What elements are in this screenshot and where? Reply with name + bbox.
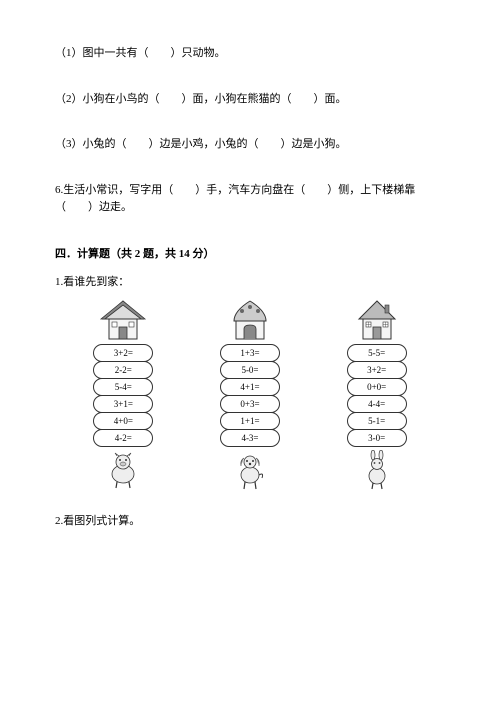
math-bubble: 3+2= [347, 361, 407, 379]
math-bubble: 2-2= [93, 361, 153, 379]
math-bubble: 4+0= [93, 412, 153, 430]
math-bubble: 0+0= [347, 378, 407, 396]
math-bubble: 1+1= [220, 412, 280, 430]
math-bubble: 3+2= [93, 344, 153, 362]
house-icon-3 [351, 299, 403, 341]
math-bubble: 4-3= [220, 429, 280, 447]
problems-row: 3+2= 2-2= 5-4= 3+1= 4+0= 4-2= [55, 299, 445, 490]
math-bubble: 4-4= [347, 395, 407, 413]
math-bubble: 1+3= [220, 344, 280, 362]
problem-col-3: 5-5= 3+2= 0+0= 4-4= 5-1= 3-0= [329, 299, 424, 490]
house-icon-1 [97, 299, 149, 341]
question-1-3: （3）小兔的（ ）边是小鸡，小兔的（ ）边是小狗。 [55, 136, 445, 154]
subquestion-2: 2.看图列式计算。 [55, 512, 445, 528]
question-1-2: （2）小狗在小鸟的（ ）面，小狗在熊猫的（ ）面。 [55, 91, 445, 109]
section-4-header: 四．计算题（共 2 题，共 14 分） [55, 245, 445, 261]
math-bubble: 4-2= [93, 429, 153, 447]
math-bubble: 5-0= [220, 361, 280, 379]
math-bubble: 5-4= [93, 378, 153, 396]
math-bubble: 4+1= [220, 378, 280, 396]
dog-icon [232, 450, 268, 490]
math-bubble: 0+3= [220, 395, 280, 413]
bubble-stack-2: 1+3= 5-0= 4+1= 0+3= 1+1= 4-3= [220, 345, 280, 447]
question-6: 6.生活小常识，写字用（ ）手，汽车方向盘在（ ）侧，上下楼梯靠（ ）边走。 [55, 182, 445, 217]
math-bubble: 3-0= [347, 429, 407, 447]
math-bubble: 5-1= [347, 412, 407, 430]
question-1-1: （1）图中一共有（ ）只动物。 [55, 45, 445, 63]
house-icon-2 [224, 299, 276, 341]
math-bubble: 3+1= [93, 395, 153, 413]
pig-icon [105, 450, 141, 490]
bubble-stack-3: 5-5= 3+2= 0+0= 4-4= 5-1= 3-0= [347, 345, 407, 447]
subquestion-1: 1.看谁先到家： [55, 273, 445, 289]
math-bubble: 5-5= [347, 344, 407, 362]
bubble-stack-1: 3+2= 2-2= 5-4= 3+1= 4+0= 4-2= [93, 345, 153, 447]
problem-col-2: 1+3= 5-0= 4+1= 0+3= 1+1= 4-3= [202, 299, 297, 490]
problem-col-1: 3+2= 2-2= 5-4= 3+1= 4+0= 4-2= [76, 299, 171, 490]
rabbit-icon [359, 450, 395, 490]
